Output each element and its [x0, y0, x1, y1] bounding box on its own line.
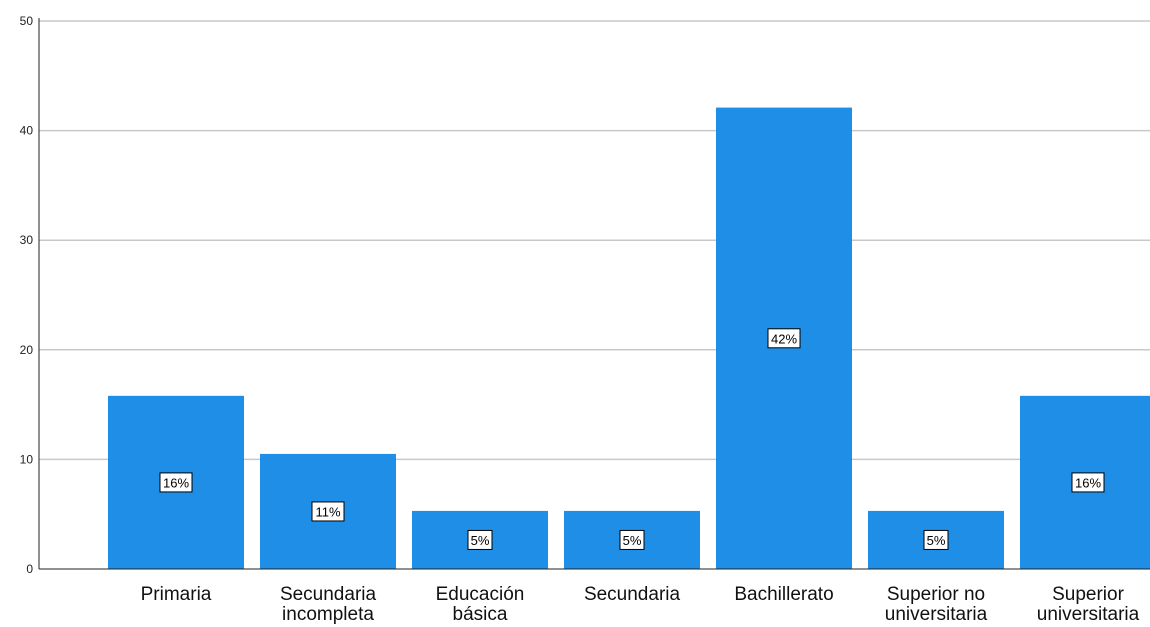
data-label-4: 42%	[767, 328, 801, 349]
data-label-box-3	[619, 529, 645, 550]
data-label-box-0	[159, 472, 193, 493]
data-label-0: 16%	[159, 472, 193, 493]
y-tick-label-10: 10	[20, 452, 34, 466]
y-tick-label-20: 20	[20, 343, 34, 357]
y-tick-label-30: 30	[20, 233, 34, 247]
data-label-2: 5%	[467, 529, 493, 550]
data-label-text-4: 42%	[771, 331, 797, 346]
y-tick-labels: 0 10 20 30 40 50	[20, 14, 34, 576]
x-category-label-6: Superior universitaria	[1037, 584, 1140, 625]
axes	[38, 18, 1150, 570]
x-category-labels: Primaria Secundaria incompleta Educación bás…	[141, 584, 1140, 625]
data-label-text-3: 5%	[623, 533, 642, 548]
x-category-label-5: Superior no universitaria	[885, 584, 988, 625]
data-label-box-2	[467, 529, 493, 550]
x-category-label-0: Primaria	[141, 584, 212, 605]
x-category-label-4: Bachillerato	[734, 584, 833, 605]
data-label-text-5: 5%	[927, 533, 946, 548]
y-tick-label-40: 40	[20, 124, 34, 138]
data-label-box-6	[1071, 472, 1105, 493]
data-label-box-1	[311, 501, 345, 522]
x-category-label-1: Secundaria incompleta	[280, 584, 377, 625]
data-label-1: 11%	[311, 501, 345, 522]
x-category-label-2: Educación básica	[436, 584, 525, 625]
data-label-3: 5%	[619, 529, 645, 550]
data-labels: 16% 11% 5% 5% 42% 5% 16%	[159, 328, 1105, 550]
data-label-text-2: 5%	[471, 533, 490, 548]
data-label-text-6: 16%	[1075, 475, 1101, 490]
x-category-label-3: Secundaria	[584, 584, 681, 605]
y-tick-label-0: 0	[26, 562, 33, 576]
data-label-5: 5%	[923, 529, 949, 550]
data-label-box-5	[923, 529, 949, 550]
data-label-text-0: 16%	[163, 475, 189, 490]
data-label-6: 16%	[1071, 472, 1105, 493]
y-tick-label-50: 50	[20, 14, 34, 28]
data-label-box-4	[767, 328, 801, 349]
data-label-text-1: 11%	[315, 504, 340, 519]
